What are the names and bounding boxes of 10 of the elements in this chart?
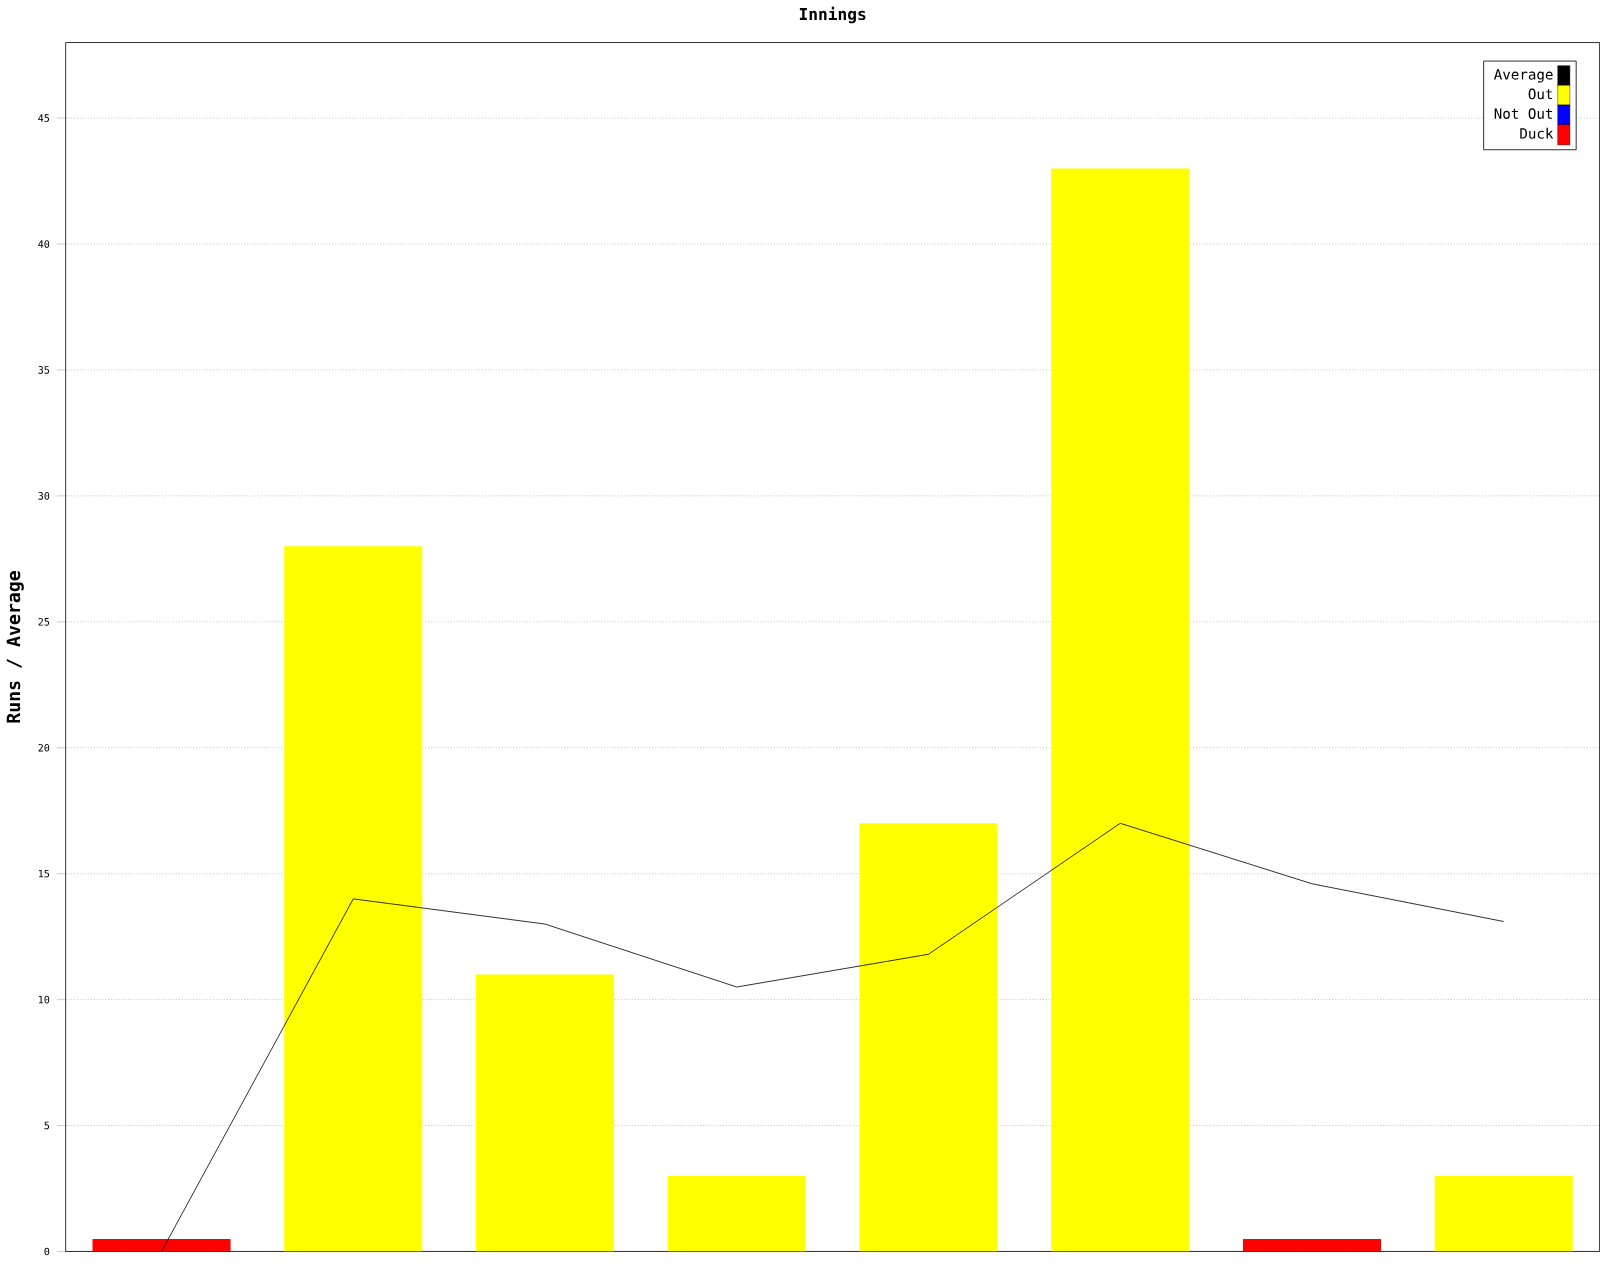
y-axis-title: Runs / Average <box>6 571 24 723</box>
bar <box>667 1175 806 1252</box>
bar <box>859 823 998 1252</box>
bar <box>1051 168 1190 1252</box>
chart-title: Innings <box>799 6 866 24</box>
bar <box>1434 1175 1573 1252</box>
bar <box>92 1238 231 1252</box>
bar <box>475 974 615 1252</box>
bar <box>284 546 423 1252</box>
bar <box>1242 1238 1382 1252</box>
